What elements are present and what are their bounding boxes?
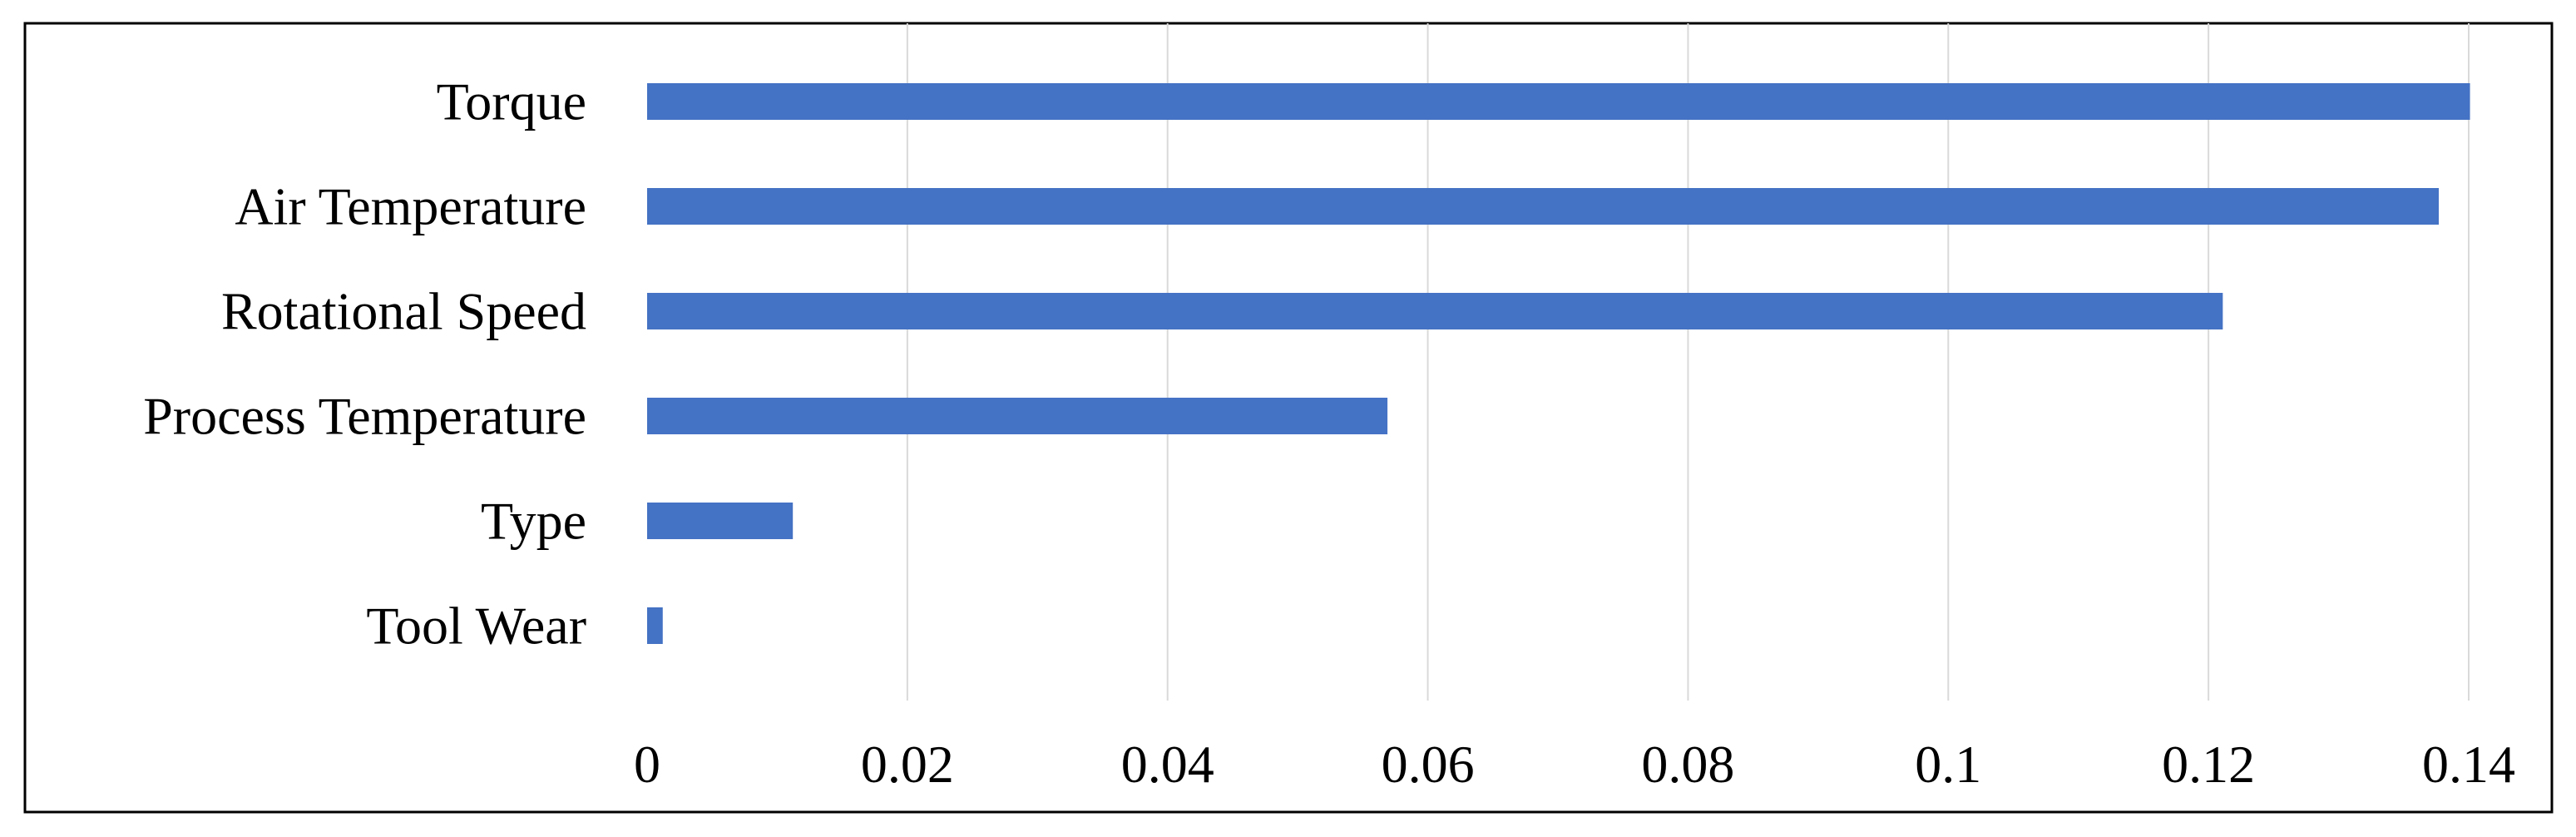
- bar: [647, 188, 2440, 225]
- bar: [647, 83, 2470, 120]
- x-tick-label: 0.06: [1382, 735, 1475, 794]
- bar: [647, 503, 794, 539]
- bar: [647, 607, 663, 644]
- bars: [647, 83, 2470, 644]
- bar: [647, 398, 1388, 434]
- category-labels: Torque Air Temperature Rotational Speed Pro…: [143, 72, 586, 656]
- category-label: Air Temperature: [235, 177, 586, 236]
- category-label: Type: [481, 492, 586, 551]
- category-label: Rotational Speed: [221, 282, 586, 341]
- category-label: Torque: [437, 72, 586, 131]
- x-tick-label: 0.04: [1121, 735, 1214, 794]
- x-tick-label: 0.1: [1915, 735, 1981, 794]
- x-tick-label: 0.08: [1641, 735, 1734, 794]
- category-label: Tool Wear: [366, 597, 586, 656]
- bar: [647, 293, 2223, 329]
- x-tick-label: 0.12: [2162, 735, 2255, 794]
- x-tick-label: 0.14: [2422, 735, 2515, 794]
- gridlines: [906, 23, 2470, 701]
- category-label: Process Temperature: [143, 387, 586, 446]
- x-axis-tick-labels: 0 0.02 0.04 0.06 0.08 0.1 0.12 0.14: [634, 735, 2515, 794]
- x-tick-label: 0.02: [861, 735, 954, 794]
- x-tick-label: 0: [634, 735, 660, 794]
